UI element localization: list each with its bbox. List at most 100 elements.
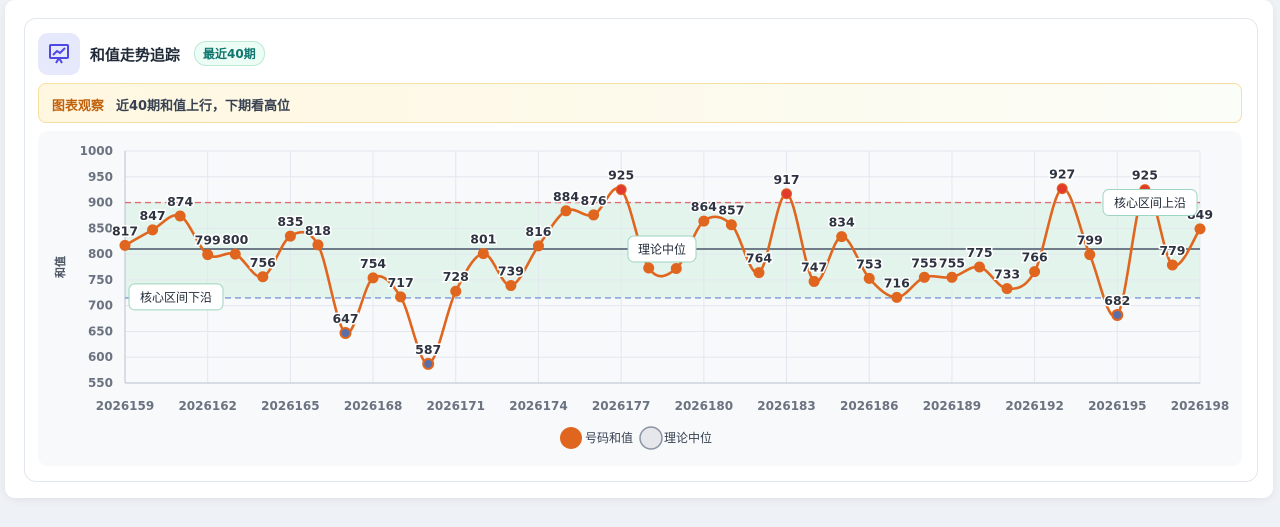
chart-icon (38, 33, 80, 75)
data-label: 717 (388, 275, 414, 290)
data-label: 801 (470, 232, 496, 247)
x-tick-label: 2026192 (1005, 399, 1063, 413)
y-tick-label: 850 (88, 221, 113, 235)
legend-swatch (560, 427, 582, 449)
data-label: 857 (718, 203, 744, 218)
data-point (643, 262, 655, 274)
data-label: 927 (1049, 167, 1075, 182)
data-label: 728 (443, 269, 469, 284)
icon-graphic (49, 44, 69, 64)
data-point (119, 239, 131, 251)
data-point (1056, 183, 1068, 195)
data-label: 799 (195, 233, 221, 248)
data-point (477, 248, 489, 260)
data-label: 747 (801, 259, 827, 274)
data-label: 775 (966, 245, 992, 260)
data-point (147, 224, 159, 236)
data-point (973, 261, 985, 273)
data-point (257, 271, 269, 283)
x-tick-label: 2026177 (592, 399, 650, 413)
observation-text: 近40期和值上行，下期看高位 (116, 99, 291, 114)
data-point (918, 271, 930, 283)
data-label: 753 (856, 256, 882, 271)
data-label: 864 (691, 199, 717, 214)
data-label: 779 (1159, 243, 1185, 258)
x-tick-label: 2026174 (509, 399, 567, 413)
badge: 最近40期 (194, 41, 265, 66)
data-label: 834 (829, 215, 855, 230)
data-label: 799 (1077, 233, 1103, 248)
reference-label: 理论中位 (638, 241, 686, 256)
data-point (450, 285, 462, 297)
y-tick-label: 550 (88, 376, 113, 390)
data-point (725, 219, 737, 231)
data-label: 733 (994, 267, 1020, 282)
data-label: 766 (1022, 250, 1048, 265)
data-label: 739 (498, 264, 524, 279)
x-tick-label: 2026180 (675, 399, 733, 413)
data-point (1166, 259, 1178, 271)
data-label: 925 (608, 168, 634, 183)
data-point (1084, 249, 1096, 261)
data-point (284, 230, 296, 242)
data-label: 917 (773, 172, 799, 187)
data-point (1001, 283, 1013, 295)
data-label: 818 (305, 223, 331, 238)
data-label: 647 (332, 311, 358, 326)
data-point (781, 188, 793, 200)
data-point (1111, 308, 1124, 321)
data-point (615, 184, 627, 196)
data-label: 764 (746, 251, 772, 266)
data-label: 876 (581, 193, 607, 208)
y-tick-label: 600 (88, 350, 113, 364)
data-label: 800 (222, 232, 248, 247)
data-label: 835 (277, 214, 303, 229)
reference-label: 核心区间上沿 (1114, 196, 1186, 210)
data-point (891, 291, 903, 303)
data-label: 874 (167, 194, 193, 209)
y-tick-label: 650 (88, 324, 113, 338)
data-point (532, 240, 544, 252)
data-label: 816 (525, 224, 551, 239)
data-point (202, 249, 214, 261)
data-label: 756 (250, 255, 276, 270)
data-point (670, 263, 682, 275)
data-point (367, 272, 379, 284)
data-point (946, 271, 958, 283)
data-point (312, 239, 324, 251)
data-point (808, 275, 820, 287)
legend-swatch (639, 426, 663, 450)
legend-label: 号码和值 (585, 430, 633, 445)
x-tick-label: 2026159 (96, 399, 154, 413)
data-point (505, 280, 517, 292)
y-tick-label: 800 (88, 247, 113, 261)
x-tick-label: 2026165 (261, 399, 319, 413)
x-tick-label: 2026195 (1088, 399, 1146, 413)
data-point (1194, 223, 1206, 235)
title: 和值走势追踪 (90, 46, 181, 64)
data-label: 754 (360, 256, 386, 271)
legend-label: 理论中位 (664, 430, 712, 445)
data-label: 884 (553, 189, 579, 204)
data-point (229, 248, 241, 260)
x-tick-label: 2026171 (427, 399, 485, 413)
observation-label: 图表观察 (52, 99, 105, 114)
data-label: 925 (1132, 168, 1158, 183)
data-point (698, 215, 710, 227)
x-tick-label: 2026189 (923, 399, 981, 413)
y-tick-label: 1000 (80, 144, 113, 158)
data-label: 587 (415, 342, 441, 357)
data-label: 716 (884, 275, 910, 290)
data-label: 755 (939, 255, 965, 270)
reference-label-box (627, 235, 697, 263)
y-tick-label: 700 (88, 299, 113, 313)
data-point (339, 326, 352, 339)
reference-label-box (1102, 189, 1198, 217)
data-point (863, 272, 875, 284)
data-label: 682 (1104, 293, 1130, 308)
data-point (560, 205, 572, 217)
x-tick-label: 2026198 (1171, 399, 1229, 413)
y-tick-label: 950 (88, 170, 113, 184)
data-label: 847 (140, 208, 166, 223)
